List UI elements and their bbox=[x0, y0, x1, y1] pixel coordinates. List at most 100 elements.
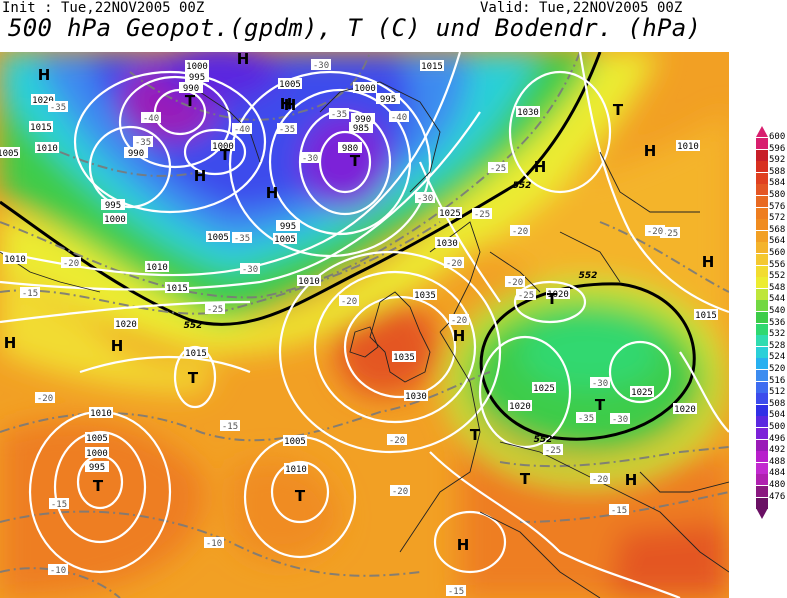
legend-swatch bbox=[756, 138, 768, 149]
legend-swatch bbox=[756, 335, 768, 347]
isobar-label: 1005 bbox=[85, 432, 109, 444]
isobar-label: 1020 bbox=[31, 94, 55, 106]
legend-label: 596 bbox=[769, 143, 786, 154]
high-pressure-label: H bbox=[266, 184, 279, 202]
legend-label: 592 bbox=[769, 155, 786, 166]
svg-text:-35: -35 bbox=[331, 110, 347, 120]
svg-text:1010: 1010 bbox=[146, 263, 168, 273]
svg-text:-25: -25 bbox=[518, 291, 534, 301]
high-pressure-label: H bbox=[111, 337, 124, 355]
temperature-label: -35 bbox=[329, 108, 349, 120]
svg-text:-30: -30 bbox=[417, 194, 433, 204]
legend-label: 600 bbox=[769, 132, 786, 142]
isobar-label: 1035 bbox=[413, 289, 437, 301]
isobar-label: 1025 bbox=[438, 207, 462, 219]
legend-label: 540 bbox=[769, 306, 786, 316]
legend-label: 496 bbox=[769, 433, 786, 444]
low-pressure-label: T bbox=[350, 152, 361, 170]
legend-label: 484 bbox=[769, 468, 786, 479]
temperature-label: -20 bbox=[449, 314, 469, 326]
high-pressure-label: H bbox=[457, 536, 470, 554]
isobar-label: 1000 bbox=[85, 447, 109, 459]
isobar-label: 1025 bbox=[630, 386, 654, 398]
legend-label: 584 bbox=[769, 178, 786, 189]
temperature-label: -10 bbox=[204, 537, 224, 549]
temperature-label: -25 bbox=[660, 227, 680, 239]
temperature-label: -30 bbox=[415, 192, 435, 204]
legend-label: 556 bbox=[769, 259, 786, 270]
temperature-label: -25 bbox=[488, 162, 508, 174]
legend-bottom-arrow bbox=[756, 508, 768, 520]
svg-text:1025: 1025 bbox=[439, 209, 461, 219]
svg-text:1025: 1025 bbox=[533, 384, 555, 394]
legend-swatch bbox=[756, 370, 768, 381]
svg-text:1020: 1020 bbox=[115, 320, 137, 330]
svg-text:1000: 1000 bbox=[212, 142, 234, 152]
legend-swatch bbox=[756, 439, 768, 451]
svg-text:-10: -10 bbox=[50, 566, 66, 576]
isobar-label: 1015 bbox=[420, 60, 444, 72]
legend-label: 492 bbox=[769, 445, 786, 456]
svg-text:-20: -20 bbox=[392, 487, 408, 497]
isobar-label: 995 bbox=[185, 71, 209, 83]
temperature-label: -40 bbox=[141, 112, 161, 124]
legend-label: 500 bbox=[769, 422, 786, 432]
svg-text:-20: -20 bbox=[647, 227, 663, 237]
field-dark-orange-south bbox=[610, 522, 729, 598]
isobar-label: 1005 bbox=[206, 231, 230, 243]
svg-text:1030: 1030 bbox=[436, 239, 458, 249]
svg-text:-10: -10 bbox=[206, 539, 222, 549]
high-pressure-label: H bbox=[625, 471, 638, 489]
temperature-label: -20 bbox=[510, 225, 530, 237]
isobar-label: 1010 bbox=[297, 275, 321, 287]
legend-swatch bbox=[756, 416, 768, 428]
header: Init : Tue,22NOV2005 00Z Valid: Tue,22NO… bbox=[0, 0, 787, 48]
svg-text:1025: 1025 bbox=[631, 388, 653, 398]
isobar-label: 980 bbox=[338, 142, 362, 154]
isobar-label: 1010 bbox=[284, 463, 308, 475]
isobar-label: 995 bbox=[85, 461, 109, 473]
svg-text:1010: 1010 bbox=[298, 277, 320, 287]
svg-text:995: 995 bbox=[89, 463, 105, 473]
svg-text:1030: 1030 bbox=[405, 392, 427, 402]
isobar-label: 1010 bbox=[676, 140, 700, 152]
isobar-label: 1000 bbox=[353, 82, 377, 94]
svg-text:1015: 1015 bbox=[166, 284, 188, 294]
legend-swatch bbox=[756, 486, 768, 497]
legend-swatch bbox=[756, 184, 768, 196]
legend-label: 488 bbox=[769, 456, 786, 467]
temperature-label: -20 bbox=[505, 276, 525, 288]
isobar-label: 1020 bbox=[546, 288, 570, 300]
svg-text:985: 985 bbox=[353, 124, 369, 134]
contour-552-lines bbox=[0, 52, 696, 441]
svg-text:-35: -35 bbox=[234, 234, 250, 244]
high-pressure-label: H bbox=[284, 96, 297, 114]
temperature-label: -20 bbox=[590, 473, 610, 485]
svg-text:1035: 1035 bbox=[414, 291, 436, 301]
temperature-label: -30 bbox=[300, 152, 320, 164]
svg-text:1005: 1005 bbox=[279, 80, 301, 90]
svg-text:1010: 1010 bbox=[4, 255, 26, 265]
svg-text:1005: 1005 bbox=[0, 149, 19, 159]
isobar-label: 1000 bbox=[185, 60, 209, 72]
low-pressure-label: T bbox=[93, 477, 104, 495]
legend-swatch bbox=[756, 277, 768, 289]
svg-text:-20: -20 bbox=[37, 394, 53, 404]
isobar-label: 1035 bbox=[392, 351, 416, 363]
temperature-labels: -30-35-40-35-35-40-30-35 -40-30-35-30-25-… bbox=[20, 59, 680, 597]
field-orange-west bbox=[0, 420, 205, 598]
isobar-label: 1000 bbox=[211, 140, 235, 152]
temperature-label: -35 bbox=[232, 232, 252, 244]
contour-labels: 552 552 552 552 bbox=[184, 181, 598, 445]
svg-text:-30: -30 bbox=[592, 379, 608, 389]
legend-label: 480 bbox=[769, 480, 786, 490]
temperature-label: -30 bbox=[240, 263, 260, 275]
contour-552-north bbox=[0, 52, 602, 326]
temperature-label: -40 bbox=[389, 111, 409, 123]
low-pressure-label: T bbox=[613, 101, 624, 119]
legend-label: 504 bbox=[769, 410, 786, 421]
svg-text:-35: -35 bbox=[279, 125, 295, 135]
temperature-label: -35 bbox=[48, 101, 68, 113]
svg-text:1020: 1020 bbox=[547, 290, 569, 300]
